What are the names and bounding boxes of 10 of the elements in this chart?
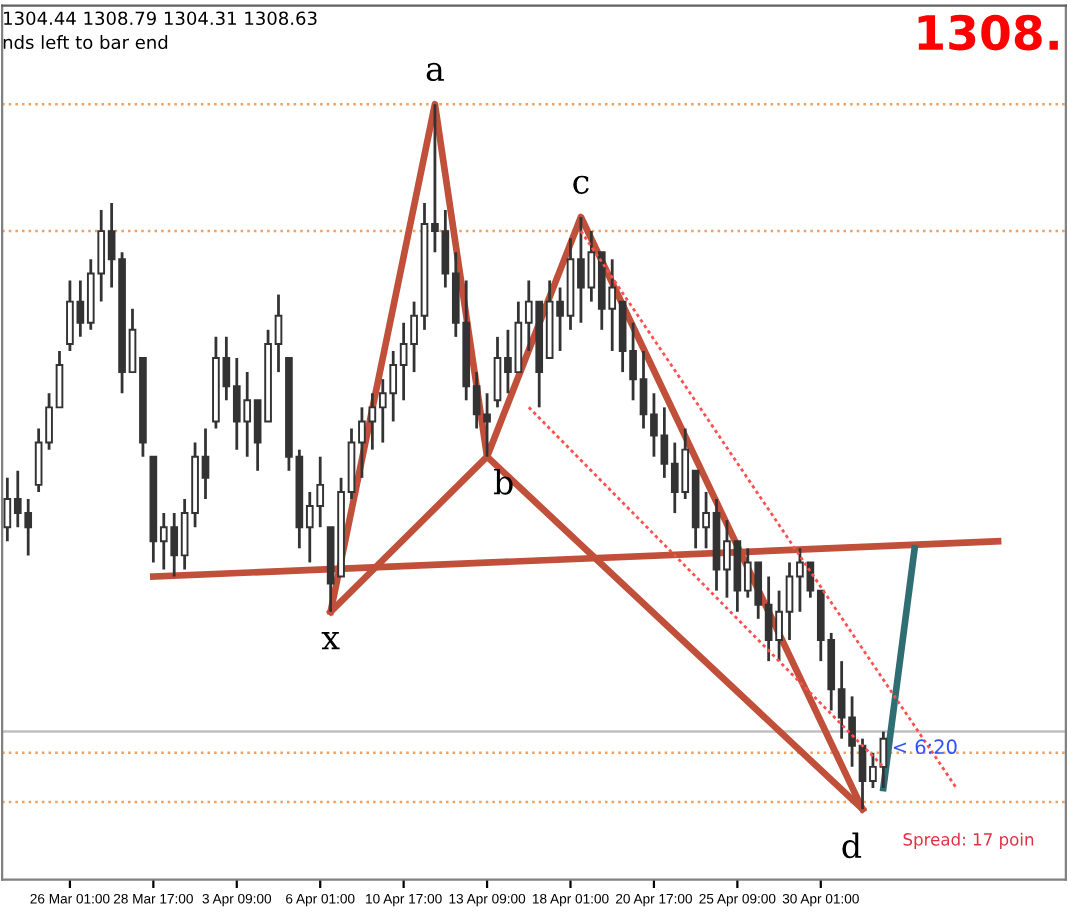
text: 1304.44 1308.79 1304.31 1308.63 — [4, 11, 317, 26]
annotation: b — [494, 468, 513, 495]
annotation: < 6:20 — [893, 739, 957, 755]
text: 1308. — [918, 14, 1058, 51]
text: a — [426, 62, 444, 82]
text: nds left to bar end — [3, 35, 168, 50]
annotation: c — [573, 175, 589, 194]
text: Spread: 17 poin — [903, 832, 1034, 849]
text: d — [842, 832, 862, 859]
annotation: x — [321, 631, 340, 650]
